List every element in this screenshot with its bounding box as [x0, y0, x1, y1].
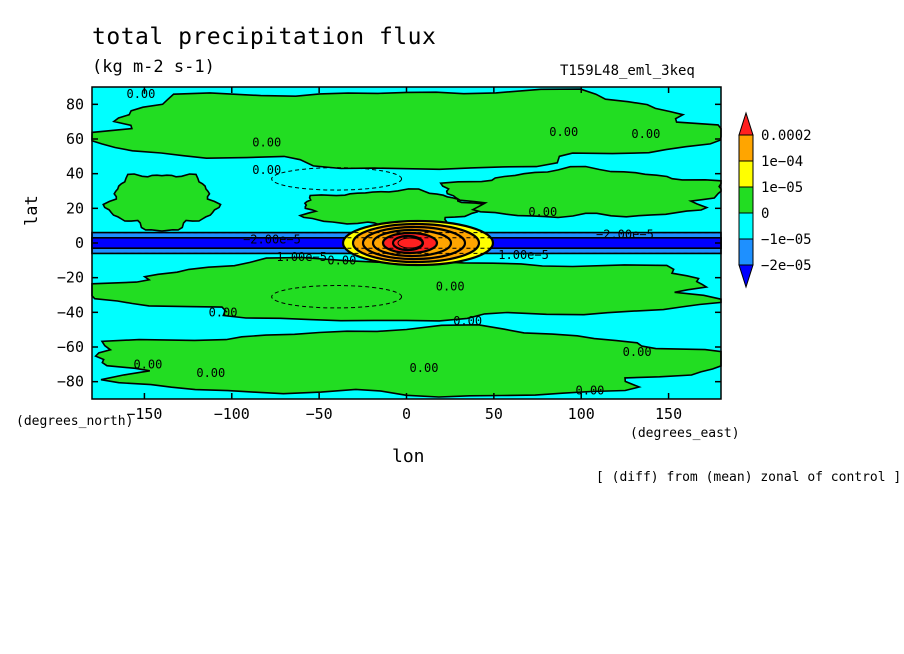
dashed-loop-0 [271, 167, 403, 191]
region-positive-4 [91, 88, 722, 171]
colorbar-label-5: −2e−05 [761, 258, 812, 274]
contour-label-16: −2.00e−5 [596, 227, 654, 241]
y-tick-label-0: 80 [66, 95, 84, 113]
x-tick-label-4: 50 [485, 405, 503, 423]
region-positive-0 [102, 173, 222, 232]
y-tick-label-2: 40 [66, 165, 84, 183]
x-axis-label: lon [392, 446, 425, 467]
contour-label-0: 0.00 [126, 87, 155, 101]
colorbar-box-5 [738, 238, 754, 266]
colorbar-arrow-bottom [738, 264, 754, 289]
colorbar-box-3 [738, 186, 754, 214]
x-axis-units: (degrees_east) [630, 426, 740, 441]
y-tick-label-5: −20 [57, 269, 84, 287]
colorbar-box-1 [738, 134, 754, 162]
dashed-loop-1 [271, 285, 403, 309]
colorbar-label-3: 0 [761, 206, 769, 222]
contour-label-1: 0.00 [252, 135, 281, 149]
contour-label-13: 0.00 [576, 383, 605, 397]
contour-label-7: 0.00 [209, 305, 238, 319]
contour-label-3: 0.00 [549, 125, 578, 139]
y-tick-label-7: −60 [57, 338, 84, 356]
colorbar-arrow-top [738, 111, 754, 136]
y-tick-label-3: 20 [66, 199, 84, 217]
colorbar-label-4: −1e−05 [761, 232, 812, 248]
colorbar-label-0: 0.0002 [761, 128, 812, 144]
contour-label-15: −2.00e−5 [243, 233, 301, 247]
contour-label-18: 1.00e−5 [498, 248, 549, 262]
colorbar-box-4 [738, 212, 754, 240]
contour-label-9: 0.00 [133, 357, 162, 371]
contour-label-6: 0.00 [436, 279, 465, 293]
colorbar-label-2: 1e−05 [761, 180, 803, 196]
chart-subtitle: (kg m-2 s-1) [92, 57, 215, 77]
region-positive-5 [94, 323, 722, 398]
y-tick-label-4: 0 [75, 234, 84, 252]
contour-label-8: 0.00 [453, 314, 482, 328]
x-tick-label-6: 150 [655, 405, 682, 423]
y-tick-label-6: −40 [57, 303, 84, 321]
contour-label-12: 0.00 [623, 345, 652, 359]
x-tick-label-0: −150 [126, 405, 162, 423]
y-axis-units: (degrees_north) [16, 414, 134, 429]
maximum-core [397, 237, 423, 249]
run-label: T159L48_eml_3keq [560, 63, 695, 79]
x-tick-label-2: −50 [306, 405, 333, 423]
chart-title: total precipitation flux [92, 24, 437, 50]
x-tick-label-1: −100 [214, 405, 250, 423]
colorbar-box-2 [738, 160, 754, 188]
y-tick-label-8: −80 [57, 373, 84, 391]
contour-label-5: 0.00 [528, 205, 557, 219]
contour-label-17: 1.00e−5 [276, 250, 327, 264]
chart-footnote: [ (diff) from (mean) zonal of control ] [596, 470, 902, 485]
contour-label-2: 0.00 [252, 163, 281, 177]
contour-label-14: 0.00 [327, 253, 356, 267]
y-tick-label-1: 60 [66, 130, 84, 148]
contour-label-10: 0.00 [196, 366, 225, 380]
x-tick-label-3: 0 [402, 405, 411, 423]
x-tick-label-5: 100 [568, 405, 595, 423]
contour-label-4: 0.00 [631, 127, 660, 141]
colorbar-label-1: 1e−04 [761, 154, 803, 170]
region-positive-2 [439, 165, 722, 219]
contour-label-11: 0.00 [410, 361, 439, 375]
